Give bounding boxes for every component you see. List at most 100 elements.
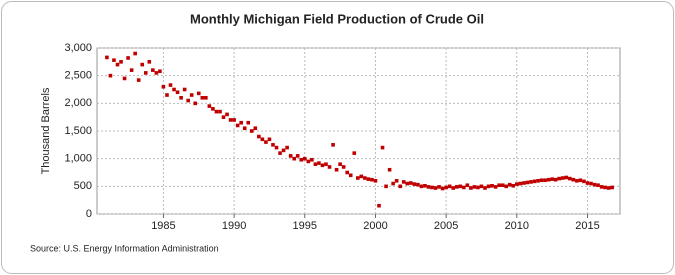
data-point	[288, 154, 293, 158]
data-point	[257, 134, 261, 139]
data-point	[119, 60, 123, 64]
data-point	[610, 185, 615, 190]
data-point	[560, 176, 565, 180]
data-point	[370, 177, 374, 182]
data-point	[582, 179, 586, 184]
data-point	[112, 58, 116, 62]
data-point	[211, 107, 215, 111]
data-point	[207, 104, 212, 108]
x-tick-label: 2000	[363, 220, 387, 232]
data-point	[546, 177, 551, 182]
data-point	[497, 183, 501, 188]
data-point	[281, 148, 286, 153]
data-point	[366, 177, 371, 181]
data-point	[430, 185, 434, 190]
data-point	[249, 129, 254, 133]
data-point	[462, 185, 466, 190]
data-point	[451, 186, 456, 190]
y-tick-label: 1,500	[64, 125, 92, 137]
data-point	[186, 98, 190, 103]
data-point	[440, 186, 445, 191]
x-tick-label: 2010	[505, 220, 529, 232]
data-point	[476, 185, 480, 190]
data-point	[274, 145, 279, 150]
y-tick-label: 1,000	[64, 153, 92, 165]
data-point	[387, 167, 392, 172]
data-point	[472, 185, 477, 189]
data-point	[405, 181, 410, 186]
data-point	[550, 177, 554, 181]
data-point	[398, 184, 402, 189]
data-point	[246, 120, 251, 125]
data-point	[539, 178, 544, 183]
data-point	[571, 177, 576, 182]
data-point	[391, 181, 395, 186]
y-tick-label: 3,000	[64, 42, 92, 54]
data-point	[447, 184, 452, 189]
data-point	[136, 78, 141, 82]
data-point	[115, 62, 120, 67]
data-point	[182, 87, 187, 92]
data-point	[352, 151, 357, 155]
y-tick-label: 2,500	[64, 70, 92, 82]
data-point	[327, 165, 332, 169]
data-point	[278, 151, 282, 155]
data-point	[334, 167, 339, 172]
data-point	[122, 76, 127, 81]
data-point	[218, 109, 222, 114]
data-point	[179, 96, 183, 100]
y-tick-label: 500	[74, 180, 92, 192]
data-point	[515, 182, 519, 186]
data-point	[433, 186, 438, 190]
data-point	[568, 176, 572, 181]
data-point	[479, 184, 484, 189]
data-point	[151, 68, 155, 72]
data-point	[108, 73, 113, 78]
data-point	[394, 179, 399, 183]
x-tick-label: 1990	[222, 220, 246, 232]
data-point	[423, 183, 427, 188]
data-point	[221, 115, 226, 119]
data-point	[493, 185, 498, 189]
x-tick-label: 1985	[151, 220, 175, 232]
data-point	[606, 186, 611, 190]
data-point	[158, 69, 162, 74]
data-point	[401, 180, 406, 184]
data-point	[592, 182, 597, 187]
data-point	[214, 109, 219, 114]
data-point	[603, 185, 607, 190]
data-point	[225, 112, 229, 117]
data-point	[299, 157, 304, 162]
data-point	[306, 159, 311, 164]
data-point	[140, 62, 145, 67]
data-point	[511, 183, 516, 188]
data-point	[338, 162, 342, 166]
data-point	[536, 179, 540, 183]
data-point	[228, 118, 233, 122]
data-point	[264, 140, 268, 144]
data-point	[348, 173, 353, 178]
data-point	[143, 71, 148, 75]
data-point	[543, 178, 547, 183]
data-point	[313, 162, 318, 166]
x-tick-label: 1995	[293, 220, 317, 232]
data-point	[522, 181, 526, 185]
chart-title: Monthly Michigan Field Production of Cru…	[190, 11, 484, 26]
data-point	[437, 185, 441, 189]
data-point	[302, 156, 307, 161]
data-point	[204, 96, 208, 100]
data-point	[175, 90, 180, 95]
data-point	[596, 183, 600, 188]
data-point	[589, 181, 593, 186]
data-point	[292, 156, 296, 161]
x-tick-label: 2015	[575, 220, 599, 232]
data-point	[285, 145, 289, 150]
data-point	[384, 184, 388, 189]
data-point	[363, 176, 367, 180]
data-point	[341, 165, 346, 169]
data-point	[483, 186, 487, 190]
data-point	[172, 87, 176, 92]
data-point	[129, 68, 134, 72]
data-point	[532, 179, 537, 184]
